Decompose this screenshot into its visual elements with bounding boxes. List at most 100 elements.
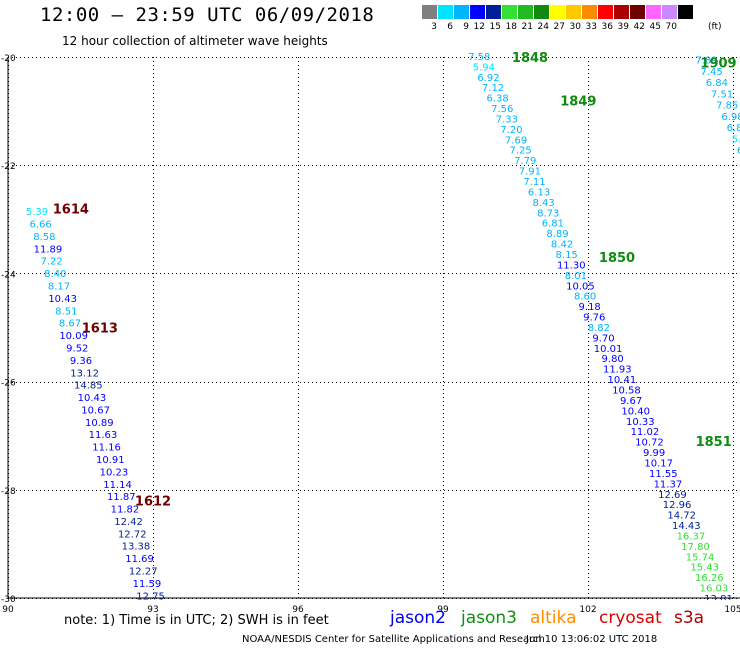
chart-subtitle: 12 hour collection of altimeter wave hei…	[62, 34, 328, 48]
swh-value-label: 8.89	[546, 229, 568, 240]
legend-label: 9	[463, 22, 469, 32]
swh-value-label: 10.09	[59, 331, 88, 342]
legend-swatch	[566, 5, 582, 19]
swh-value-label: 9.52	[66, 343, 88, 354]
swh-value-label: 7.91	[519, 167, 541, 178]
swh-value-label: 10.43	[48, 294, 77, 305]
swh-value-label: 8.60	[574, 292, 596, 303]
legend-label: 27	[553, 22, 565, 32]
swh-value-label: 8.58	[33, 232, 55, 243]
swh-value-label: 15.43	[690, 563, 719, 574]
swh-value-label: 7.79	[514, 156, 536, 167]
pass-time-label: 1849	[560, 94, 596, 109]
swh-value-label: 9.67	[620, 396, 642, 407]
swh-value-label: 12.72	[118, 529, 147, 540]
swh-value-label: 6.84	[706, 78, 728, 89]
pass-time-label: 1613	[82, 322, 118, 337]
legend-label: 70	[665, 22, 677, 32]
swh-value-label: 8.42	[551, 240, 573, 251]
swh-value-label: 8.40	[44, 269, 66, 280]
satellite-altika-label: altika	[530, 608, 577, 628]
y-tick-label: -26	[1, 379, 16, 389]
swh-value-label: 10.01	[594, 344, 623, 355]
swh-value-label: 12.42	[114, 517, 143, 528]
legend-labels: 3 6 9 12 15 18 21 24 27 30 33 36 39 42 45 70	[422, 22, 678, 32]
legend-swatch	[630, 5, 646, 19]
swh-value-label: 8.17	[48, 282, 70, 293]
swh-value-label: 6.81	[542, 219, 564, 230]
swh-value-label: 13.12	[70, 368, 99, 379]
swh-value-label: 10.23	[100, 467, 129, 478]
x-tick-label: 93	[147, 605, 158, 615]
legend-swatch	[614, 5, 630, 19]
legend-label: 33	[585, 22, 597, 32]
legend-swatch	[646, 5, 662, 19]
legend-swatch	[518, 5, 534, 19]
swh-value-label: 13.81	[704, 594, 733, 605]
swh-value-label: 6.13	[528, 187, 550, 198]
swh-value-label: 7.22	[41, 257, 63, 268]
swh-value-label: 5.80	[732, 134, 740, 145]
swh-value-label: 14.72	[667, 511, 696, 522]
legend-label: 39	[617, 22, 629, 32]
y-tick-label: -30	[1, 595, 16, 605]
x-tick-label: 99	[437, 605, 449, 615]
chart-title: 12:00 – 23:59 UTC 06/09/2018	[40, 4, 375, 26]
legend-label: 15	[489, 22, 501, 32]
swh-value-label: 16.37	[677, 531, 706, 542]
legend-label: 36	[601, 22, 613, 32]
legend-swatch	[470, 5, 486, 19]
legend-swatch	[550, 5, 566, 19]
swh-value-label: 6.92	[477, 73, 499, 84]
swh-value-label: 13.38	[122, 542, 151, 553]
pass-time-label: 1848	[512, 51, 548, 66]
swh-value-label: 11.37	[654, 479, 683, 490]
swh-value-label: 8.01	[565, 271, 587, 282]
pass-time-label: 1851	[696, 435, 732, 450]
pass-time-label: 1850	[599, 251, 635, 266]
swh-value-label: 7.58	[468, 52, 490, 63]
swh-value-label: 11.02	[631, 427, 660, 438]
credit-line: NOAA/NESDIS Center for Satellite Applica…	[242, 634, 545, 645]
y-tick-label: -24	[1, 270, 16, 280]
swh-value-label: 10.43	[78, 393, 107, 404]
swh-value-label: 7.85	[716, 101, 738, 112]
x-tick-label: 102	[579, 605, 596, 615]
swh-value-label: 7.33	[496, 114, 518, 125]
legend-swatch	[486, 5, 502, 19]
swh-value-label: 7.69	[505, 135, 527, 146]
satellite-s3a-label: s3a	[674, 608, 705, 628]
swh-value-label: 11.55	[649, 469, 678, 480]
legend-swatch	[422, 5, 438, 19]
y-tick-label: -20	[1, 54, 16, 64]
swh-value-label: 14.85	[74, 381, 103, 392]
swh-value-label: 10.05	[566, 281, 595, 292]
swh-value-label: 10.58	[612, 386, 641, 397]
swh-value-label: 11.59	[133, 579, 162, 590]
swh-value-label: 11.89	[34, 244, 63, 255]
units-note: note: 1) Time is in UTC; 2) SWH is in fe…	[64, 613, 329, 628]
swh-value-label: 11.93	[603, 365, 632, 376]
swh-value-label: 9.70	[592, 333, 614, 344]
swh-value-label: 11.63	[89, 430, 118, 441]
swh-value-label: 12.27	[129, 567, 158, 578]
swh-value-label: 11.87	[107, 492, 136, 503]
legend-label: 6	[447, 22, 453, 32]
legend-label: 45	[649, 22, 661, 32]
x-tick-label: 90	[2, 605, 14, 615]
swh-value-label: 8.15	[556, 250, 578, 261]
legend-swatch	[678, 5, 694, 19]
pass-time-label: 1909	[700, 56, 736, 71]
legend-label: 18	[505, 22, 517, 32]
swh-value-label: 7.11	[523, 177, 545, 188]
swh-value-label: 7.51	[711, 89, 733, 100]
legend-swatch	[662, 5, 678, 19]
swh-value-label: 17.80	[681, 542, 710, 553]
legend-swatch	[598, 5, 614, 19]
swh-value-label: 5.94	[473, 62, 495, 73]
legend-unit: (ft)	[708, 22, 722, 32]
legend-swatch	[534, 5, 550, 19]
swh-value-label: 15.74	[686, 552, 715, 563]
swh-value-label: 10.40	[621, 406, 650, 417]
